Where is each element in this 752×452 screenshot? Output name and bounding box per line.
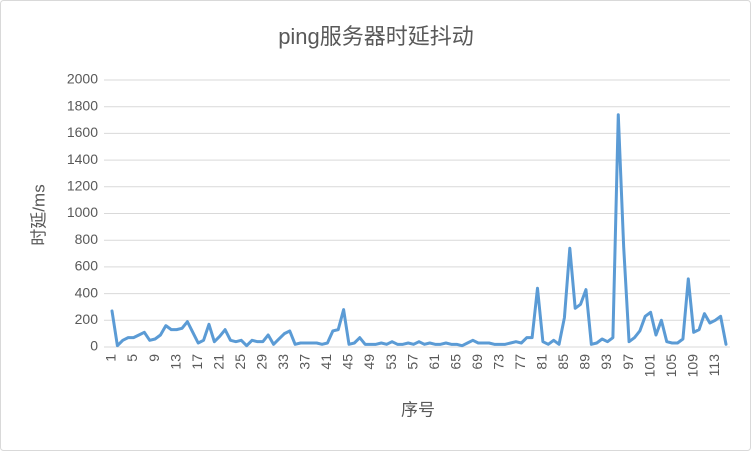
x-tick-label: 5 — [124, 354, 140, 362]
x-tick-label: 17 — [189, 354, 205, 370]
x-tick-label: 13 — [167, 354, 183, 370]
x-tick-label: 45 — [340, 354, 356, 370]
chart-title: ping服务器时延抖动 — [278, 24, 474, 49]
x-tick-label: 49 — [361, 354, 377, 370]
x-tick-label: 105 — [663, 354, 679, 378]
x-tick-label: 73 — [490, 354, 506, 370]
x-axis-title: 序号 — [401, 400, 435, 419]
x-tick-label: 113 — [706, 354, 722, 377]
y-tick-label: 1200 — [67, 178, 98, 194]
x-tick-label: 53 — [383, 354, 399, 370]
x-tick-label: 85 — [555, 354, 571, 370]
x-tick-label: 101 — [641, 354, 657, 378]
x-tick-label: 29 — [254, 354, 270, 370]
x-tick-label: 21 — [210, 354, 226, 370]
x-tick-label: 93 — [598, 354, 614, 370]
y-tick-label: 1600 — [67, 124, 98, 140]
x-tick-label: 89 — [577, 354, 593, 370]
y-tick-label: 1400 — [67, 151, 98, 167]
y-tick-label: 200 — [75, 311, 99, 327]
y-tick-label: 800 — [75, 231, 99, 247]
x-tick-label: 33 — [275, 354, 291, 370]
x-tick-label: 69 — [469, 354, 485, 370]
data-line — [110, 113, 728, 348]
x-tick-label: 37 — [297, 354, 313, 370]
x-tick-label: 97 — [620, 354, 636, 370]
y-tick-label: 2000 — [67, 71, 98, 87]
x-tick-label: 61 — [426, 354, 442, 370]
y-tick-label: 0 — [90, 338, 98, 354]
x-tick-label: 41 — [318, 354, 334, 370]
x-tick-label: 25 — [232, 354, 248, 370]
y-tick-label: 400 — [75, 284, 99, 300]
y-tick-label: 600 — [75, 258, 99, 274]
x-tick-label: 65 — [447, 354, 463, 370]
x-tick-label: 77 — [512, 354, 528, 370]
x-tick-label: 109 — [684, 354, 700, 378]
y-tick-label: 1000 — [67, 204, 98, 220]
x-tick-label: 81 — [534, 354, 550, 370]
x-tick-label: 9 — [146, 354, 162, 362]
x-tick-label: 1 — [103, 354, 119, 362]
y-tick-label: 1800 — [67, 97, 98, 113]
x-tick-label: 57 — [404, 354, 420, 370]
y-axis-title: 时延/ms — [29, 184, 48, 245]
